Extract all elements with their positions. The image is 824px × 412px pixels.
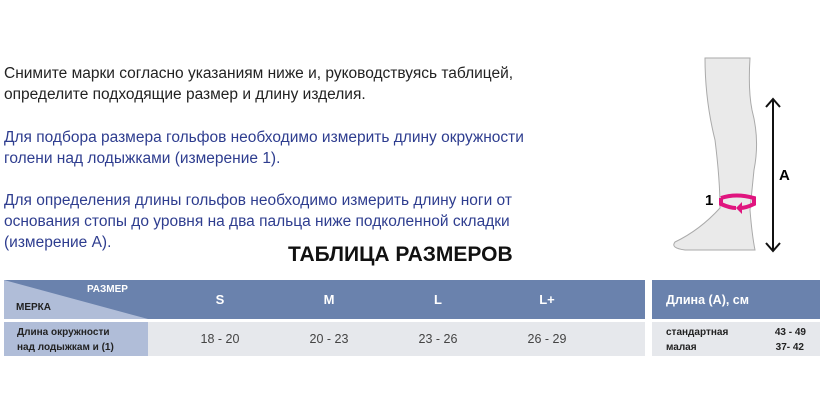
corner-top-label: РАЗМЕР [87,284,128,295]
length-row: стандартная 43 - 49 малая 37- 42 [652,322,820,356]
text-line: определите подходящие размер и длину изд… [4,86,366,103]
length-header: Длина (А), см [652,280,820,319]
value-l-plus: 26 - 29 [527,332,567,346]
values-row [148,322,645,356]
arrow-tip [736,202,742,214]
arrow-heads [765,97,781,253]
length-value: 43 - 49 [774,327,806,338]
text-line: над лодыжкам и (1) [17,342,114,353]
label-a: A [779,167,790,184]
text-line: Для определения длины гольфов необходимо… [4,192,512,209]
size-l-plus: L+ [539,292,555,307]
value-s: 18 - 20 [200,332,240,346]
value-l: 23 - 26 [418,332,458,346]
value-m: 20 - 23 [309,332,349,346]
corner-bottom-label: МЕРКА [16,302,51,313]
text-line: основания стопы до уровня на два пальца … [4,213,510,230]
corner-cell [4,280,148,319]
text-line: Снимите марки согласно указаниям ниже и,… [4,65,514,82]
table-title: ТАБЛИЦА РАЗМЕРОВ [288,243,513,266]
length-instruction: Для определения длины гольфов необходимо… [4,190,512,253]
length-value: 37- 42 [775,342,804,353]
size-l: L [434,292,442,307]
size-s: S [215,292,225,307]
length-standard: стандартная 43 - 49 [666,325,806,340]
leg-figure: A 1 [673,57,790,253]
row-label: Длина окружности над лодыжкам и (1) [4,322,148,356]
circumference-arrow-icon [719,193,756,210]
intro-paragraph: Снимите марки согласно указаниям ниже и,… [4,63,513,105]
text-line: Для подбора размера гольфов необходимо и… [4,129,524,146]
length-short: малая 37- 42 [666,340,804,355]
leg-illustration [673,57,758,251]
length-name: малая [666,342,697,353]
length-name: стандартная [666,327,729,338]
label-1: 1 [705,192,713,209]
size-instruction: Для подбора размера гольфов необходимо и… [4,127,524,169]
size-m: M [323,292,335,307]
text-line: Длина окружности [17,327,110,338]
text-line: голени над лодыжками (измерение 1). [4,150,281,167]
text-line: (измерение А). [4,234,112,251]
